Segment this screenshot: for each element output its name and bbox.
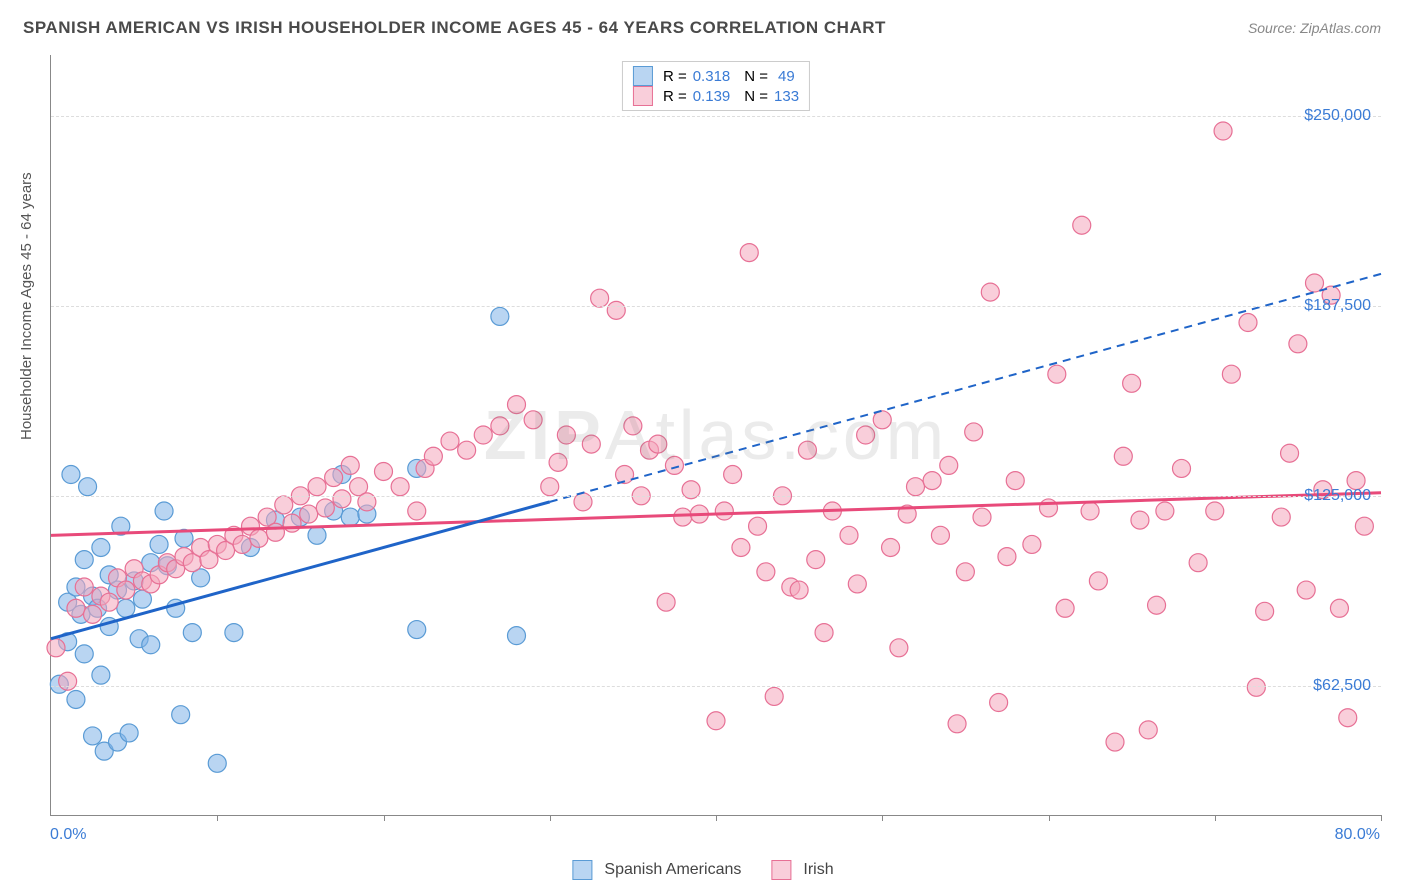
- swatch-irish-icon: [771, 860, 791, 880]
- series-name-spanish: Spanish Americans: [604, 861, 741, 879]
- swatch-spanish-icon: [572, 860, 592, 880]
- n-value-irish: 133: [774, 88, 799, 105]
- y-tick-label: $125,000: [1304, 487, 1371, 505]
- swatch-spanish-icon: [633, 66, 653, 86]
- correlation-legend: R = 0.318 N = 49 R = 0.139 N = 133: [622, 61, 810, 111]
- series-legend: Spanish Americans Irish: [572, 860, 833, 880]
- legend-item-spanish: Spanish Americans: [572, 860, 741, 880]
- r-label: R =: [663, 88, 687, 105]
- chart-plot-area: R = 0.318 N = 49 R = 0.139 N = 133 ZIPAt…: [50, 55, 1381, 816]
- r-value-spanish: 0.318: [693, 68, 731, 85]
- x-axis-min: 0.0%: [50, 826, 86, 844]
- series-name-irish: Irish: [803, 861, 833, 879]
- y-axis-label: Householder Income Ages 45 - 64 years: [18, 172, 35, 440]
- r-value-irish: 0.139: [693, 88, 731, 105]
- swatch-irish-icon: [633, 86, 653, 106]
- legend-row-spanish: R = 0.318 N = 49: [633, 66, 799, 86]
- chart-title: SPANISH AMERICAN VS IRISH HOUSEHOLDER IN…: [23, 18, 886, 38]
- r-label: R =: [663, 68, 687, 85]
- n-label: N =: [744, 88, 768, 105]
- scatter-svg: [51, 55, 1381, 815]
- legend-row-irish: R = 0.139 N = 133: [633, 86, 799, 106]
- n-label: N =: [744, 68, 768, 85]
- y-tick-label: $187,500: [1304, 297, 1371, 315]
- source-attribution: Source: ZipAtlas.com: [1248, 20, 1381, 36]
- legend-item-irish: Irish: [771, 860, 833, 880]
- y-tick-label: $62,500: [1313, 677, 1371, 695]
- x-axis-max: 80.0%: [1335, 826, 1380, 844]
- y-tick-label: $250,000: [1304, 107, 1371, 125]
- n-value-spanish: 49: [778, 68, 795, 85]
